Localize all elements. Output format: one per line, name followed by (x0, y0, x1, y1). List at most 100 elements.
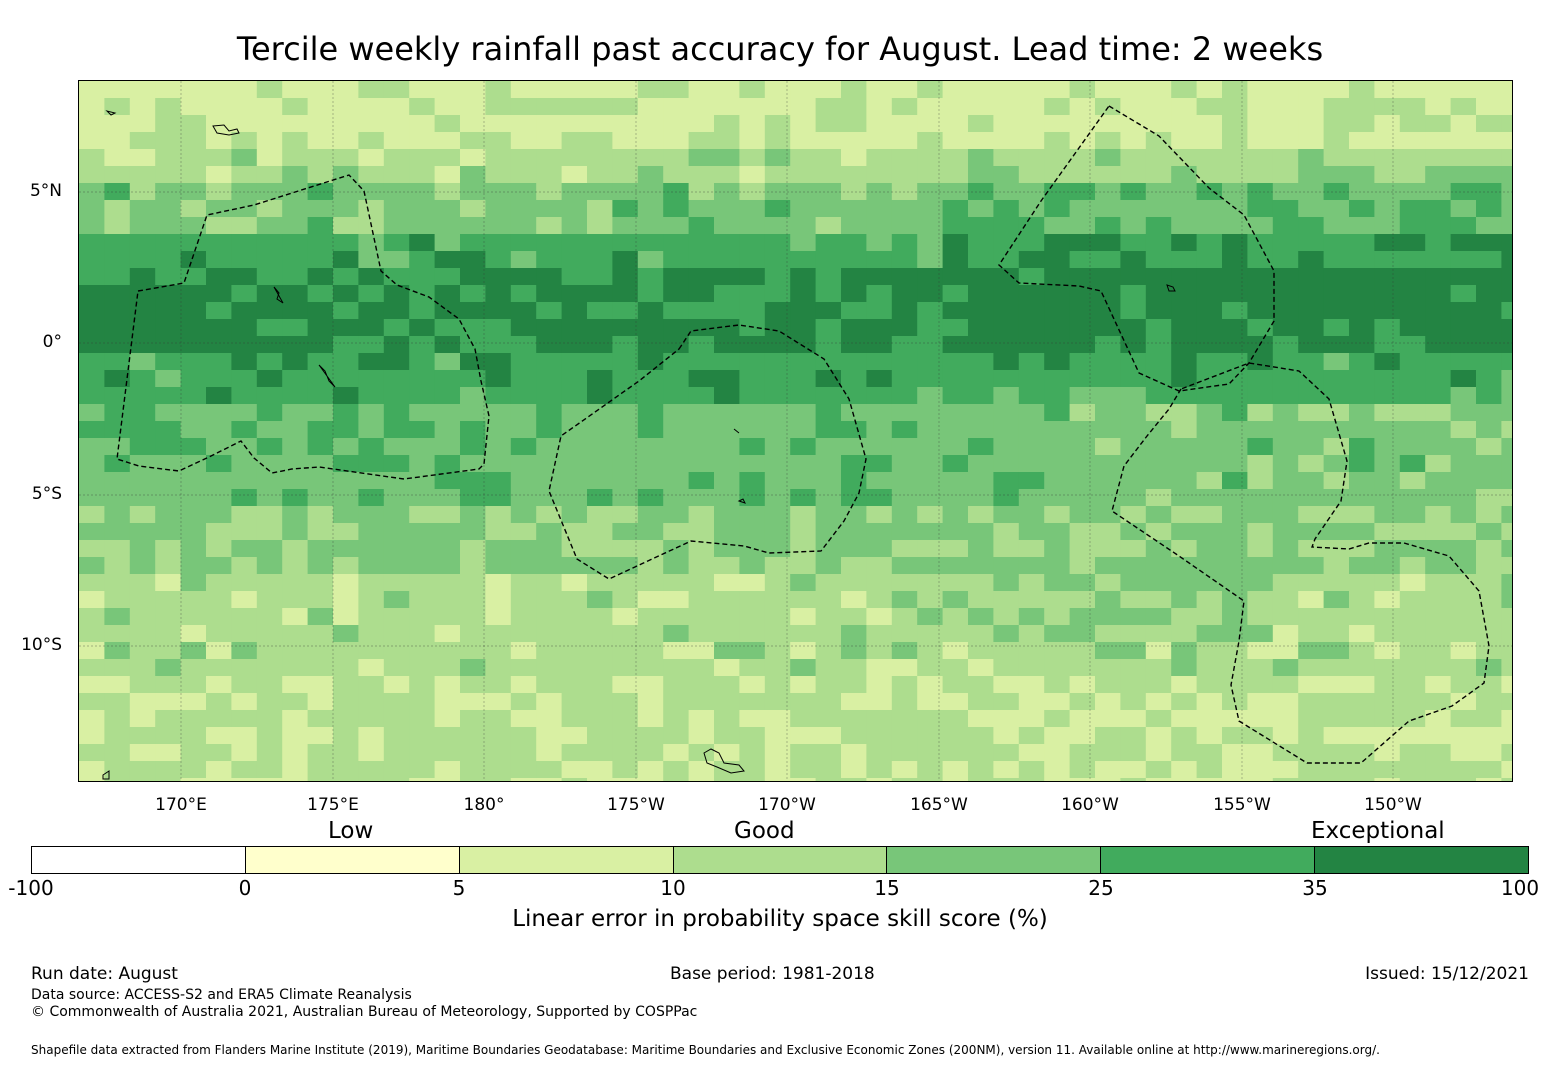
skill-cell (358, 455, 385, 473)
skill-cell (1425, 268, 1452, 286)
skill-cell (1476, 370, 1502, 388)
skill-cell (1095, 438, 1121, 456)
skill-cell (155, 693, 182, 711)
skill-cell (155, 591, 182, 609)
skill-cell (434, 659, 461, 677)
skill-cell (1095, 625, 1121, 643)
skill-cell (637, 200, 664, 218)
skill-cell (942, 540, 969, 558)
skill-cell (1222, 302, 1248, 320)
skill-cell (1145, 217, 1172, 235)
skill-cell (1349, 166, 1375, 184)
skill-cell (1247, 81, 1274, 99)
skill-cell (841, 727, 867, 745)
skill-cell (587, 472, 613, 490)
skill-cell (409, 625, 436, 643)
skill-cell (1095, 608, 1121, 626)
skill-cell (688, 744, 715, 762)
skill-cell (460, 472, 486, 490)
skill-cell (714, 115, 740, 133)
skill-cell (1374, 642, 1401, 660)
skill-cell (383, 319, 410, 337)
skill-cell (1272, 608, 1299, 626)
skill-map (78, 80, 1513, 782)
skill-cell (1476, 608, 1502, 626)
skill-cell (1247, 591, 1274, 609)
skill-cell (434, 761, 461, 779)
skill-cell (1222, 608, 1248, 626)
skill-cell (1501, 370, 1512, 388)
skill-cell (1222, 438, 1248, 456)
skill-cell (206, 676, 232, 694)
skill-cell (968, 625, 994, 643)
skill-cell (256, 149, 283, 167)
skill-cell (1450, 251, 1477, 269)
skill-cell (637, 455, 664, 473)
skill-cell (993, 761, 1020, 779)
skill-cell (282, 251, 309, 269)
skill-cell (485, 727, 512, 745)
skill-cell (815, 98, 842, 116)
skill-cell (1095, 642, 1121, 660)
skill-cell (688, 557, 715, 575)
skill-cell (536, 591, 563, 609)
skill-cell (815, 251, 842, 269)
skill-cell (1120, 455, 1147, 473)
skill-cell (79, 234, 105, 252)
skill-cell (1171, 727, 1198, 745)
skill-cell (409, 727, 436, 745)
skill-cell (485, 81, 512, 99)
skill-cell (891, 591, 918, 609)
skill-cell (1222, 761, 1248, 779)
skill-cell (942, 761, 969, 779)
skill-cell (129, 319, 156, 337)
skill-cell (688, 200, 715, 218)
skill-cell (764, 115, 791, 133)
skill-cell (104, 336, 131, 354)
skill-cell (714, 404, 740, 422)
skill-cell (155, 132, 182, 150)
skill-cell (129, 370, 156, 388)
skill-cell (866, 523, 893, 541)
skill-cell (968, 591, 994, 609)
skill-cell (206, 336, 232, 354)
colorbar-segment (673, 847, 888, 873)
skill-cell (79, 421, 105, 439)
skill-cell (434, 115, 461, 133)
skill-cell (1298, 421, 1325, 439)
skill-cell (714, 642, 740, 660)
skill-cell (1374, 353, 1401, 371)
skill-cell (637, 336, 664, 354)
skill-cell (1196, 387, 1223, 405)
skill-cell (1222, 166, 1248, 184)
skill-cell (891, 217, 918, 235)
skill-cell (1272, 268, 1299, 286)
skill-cell (1247, 676, 1274, 694)
skill-cell (282, 744, 309, 762)
skill-cell (231, 404, 258, 422)
skill-cell (1044, 744, 1071, 762)
skill-cell (1069, 251, 1096, 269)
skill-cell (1145, 115, 1172, 133)
skill-cell (942, 438, 969, 456)
skill-cell (206, 166, 232, 184)
skill-cell (231, 268, 258, 286)
skill-cell (1222, 404, 1248, 422)
skill-cell (764, 132, 791, 150)
skill-cell (510, 336, 537, 354)
skill-cell (612, 200, 639, 218)
skill-cell (510, 98, 537, 116)
skill-cell (536, 489, 563, 507)
skill-cell (1120, 523, 1147, 541)
skill-cell (206, 778, 232, 781)
skill-cell (1323, 404, 1350, 422)
skill-cell (993, 404, 1020, 422)
skill-cell (917, 166, 944, 184)
skill-cell (307, 489, 334, 507)
skill-cell (510, 506, 537, 524)
skill-cell (866, 149, 893, 167)
island-outline (733, 428, 740, 434)
legend-category-exceptional: Exceptional (1311, 818, 1445, 844)
skill-cell (739, 200, 766, 218)
skill-cell (485, 217, 512, 235)
